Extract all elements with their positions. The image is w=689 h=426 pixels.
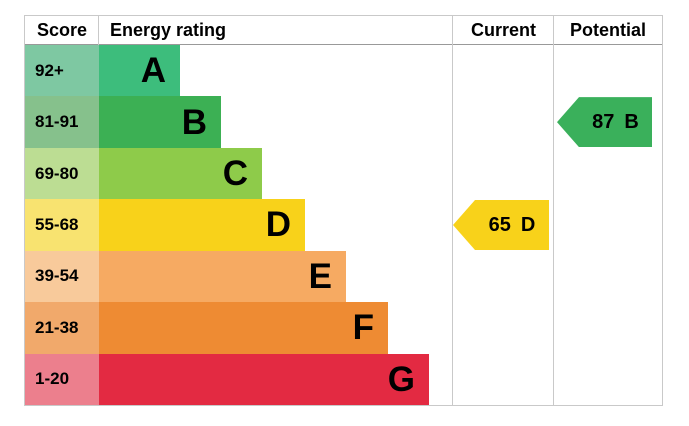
band-score-label: 1-20 (25, 353, 99, 405)
band-bar: D (99, 199, 305, 251)
band-row-c: 69-80 C (25, 147, 662, 200)
band-score-label: 81-91 (25, 96, 99, 148)
epc-table: Score Energy rating Current Potential 92… (24, 15, 663, 406)
band-score-label: 69-80 (25, 147, 99, 200)
band-letter: G (387, 359, 415, 399)
band-bar: B (99, 96, 221, 148)
potential-rating-letter: B (624, 110, 639, 133)
band-score-label: 39-54 (25, 250, 99, 303)
band-row-d: 55-68 D (25, 199, 662, 251)
band-bar: A (99, 45, 180, 97)
band-letter: A (140, 51, 166, 91)
potential-rating-value: 87 (592, 110, 615, 133)
potential-column-header: Potential (569, 19, 646, 40)
current-rating-arrow: 65 D (453, 200, 549, 250)
rating-current-divider (452, 16, 453, 406)
band-row-f: 21-38 F (25, 302, 662, 354)
current-rating-letter: D (520, 213, 536, 236)
score-column-header: Score (36, 19, 88, 40)
potential-rating-arrow: 87 B (557, 97, 652, 148)
epc-bands: 92+ A 81-91 B 69-80 C 55-68 D 39-54 E 21-38 F 1-20 G (25, 45, 662, 405)
score-rating-divider (98, 16, 99, 45)
band-score-label: 92+ (25, 45, 99, 97)
band-letter: E (308, 256, 332, 296)
band-score-label: 55-68 (25, 199, 99, 251)
current-column-header: Current (470, 19, 536, 40)
band-letter: B (181, 102, 207, 142)
current-rating-value: 65 (488, 213, 511, 236)
band-letter: C (222, 154, 248, 194)
table-header-row: Score Energy rating Current Potential (25, 16, 662, 45)
band-row-a: 92+ A (25, 45, 662, 97)
band-score-label: 21-38 (25, 302, 99, 354)
current-potential-divider (553, 16, 554, 406)
band-row-e: 39-54 E (25, 250, 662, 303)
band-letter: D (265, 205, 291, 245)
band-row-b: 81-91 B (25, 96, 662, 148)
band-bar: G (99, 353, 429, 405)
band-letter: F (352, 308, 374, 348)
band-bar: F (99, 302, 388, 354)
band-bar: E (99, 250, 346, 303)
band-bar: C (99, 147, 262, 200)
energy-rating-column-header: Energy rating (110, 19, 227, 40)
band-row-g: 1-20 G (25, 353, 662, 405)
